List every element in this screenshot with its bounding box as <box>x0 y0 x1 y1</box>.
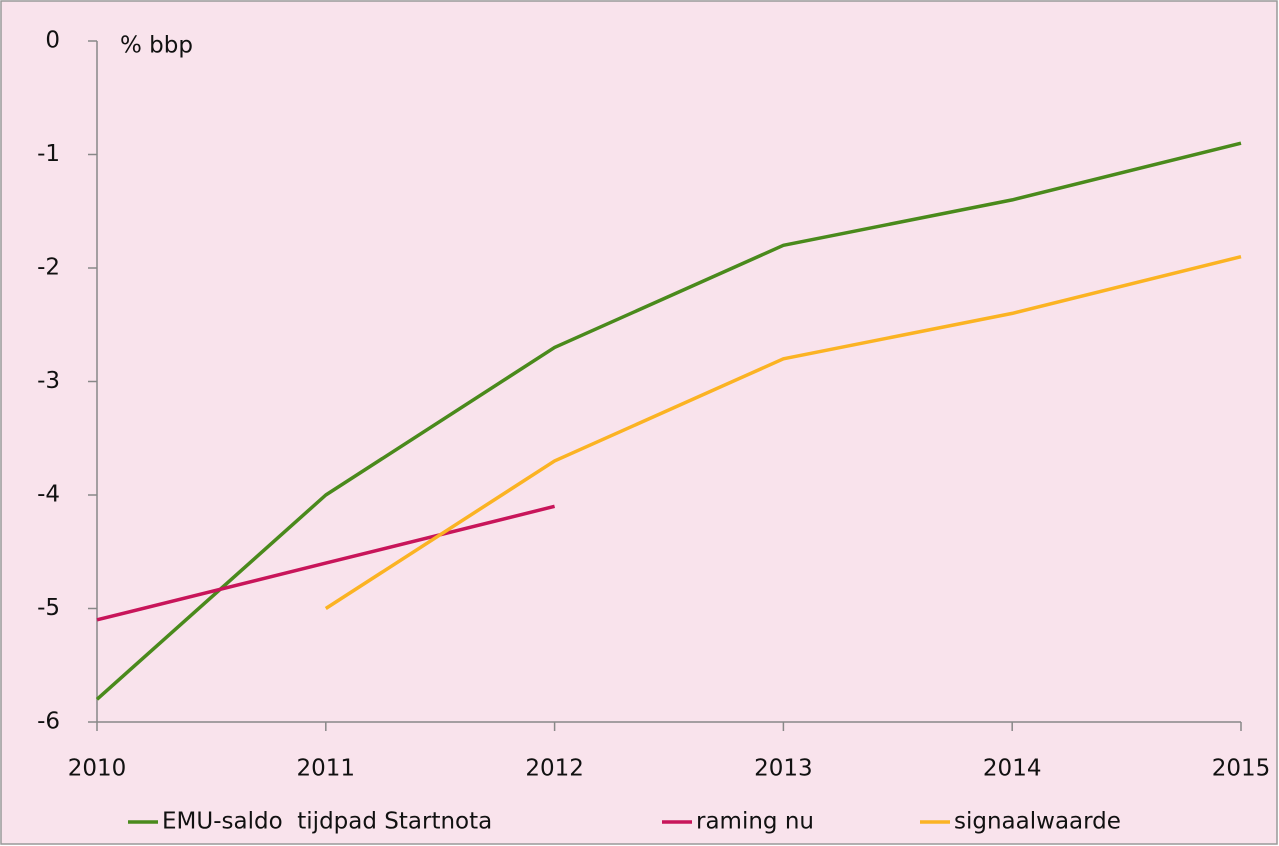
y-tick-label: -2 <box>37 255 60 281</box>
legend-label: EMU-saldo tijdpad Startnota <box>162 809 492 835</box>
data-line <box>96 504 556 622</box>
x-tick-label: 2010 <box>68 756 127 782</box>
y-tick-label: 0 <box>45 28 60 54</box>
y-tick-label: -4 <box>37 482 60 508</box>
data-line <box>95 141 1242 701</box>
y-axis-label: % bbp <box>120 33 193 59</box>
x-tick-label: 2013 <box>754 756 813 782</box>
data-line <box>324 254 1242 610</box>
y-tick-label: -3 <box>37 368 60 394</box>
x-tick-label: 2011 <box>297 756 356 782</box>
x-tick-label: 2014 <box>983 756 1042 782</box>
x-tick-label: 2012 <box>525 756 584 782</box>
x-tick-label: 2015 <box>1212 756 1271 782</box>
y-tick-label: -5 <box>37 595 60 621</box>
legend-label: raming nu <box>696 809 814 835</box>
y-tick-label: -6 <box>37 709 60 735</box>
legend-label: signaalwaarde <box>954 809 1121 835</box>
y-tick-label: -1 <box>37 141 60 167</box>
